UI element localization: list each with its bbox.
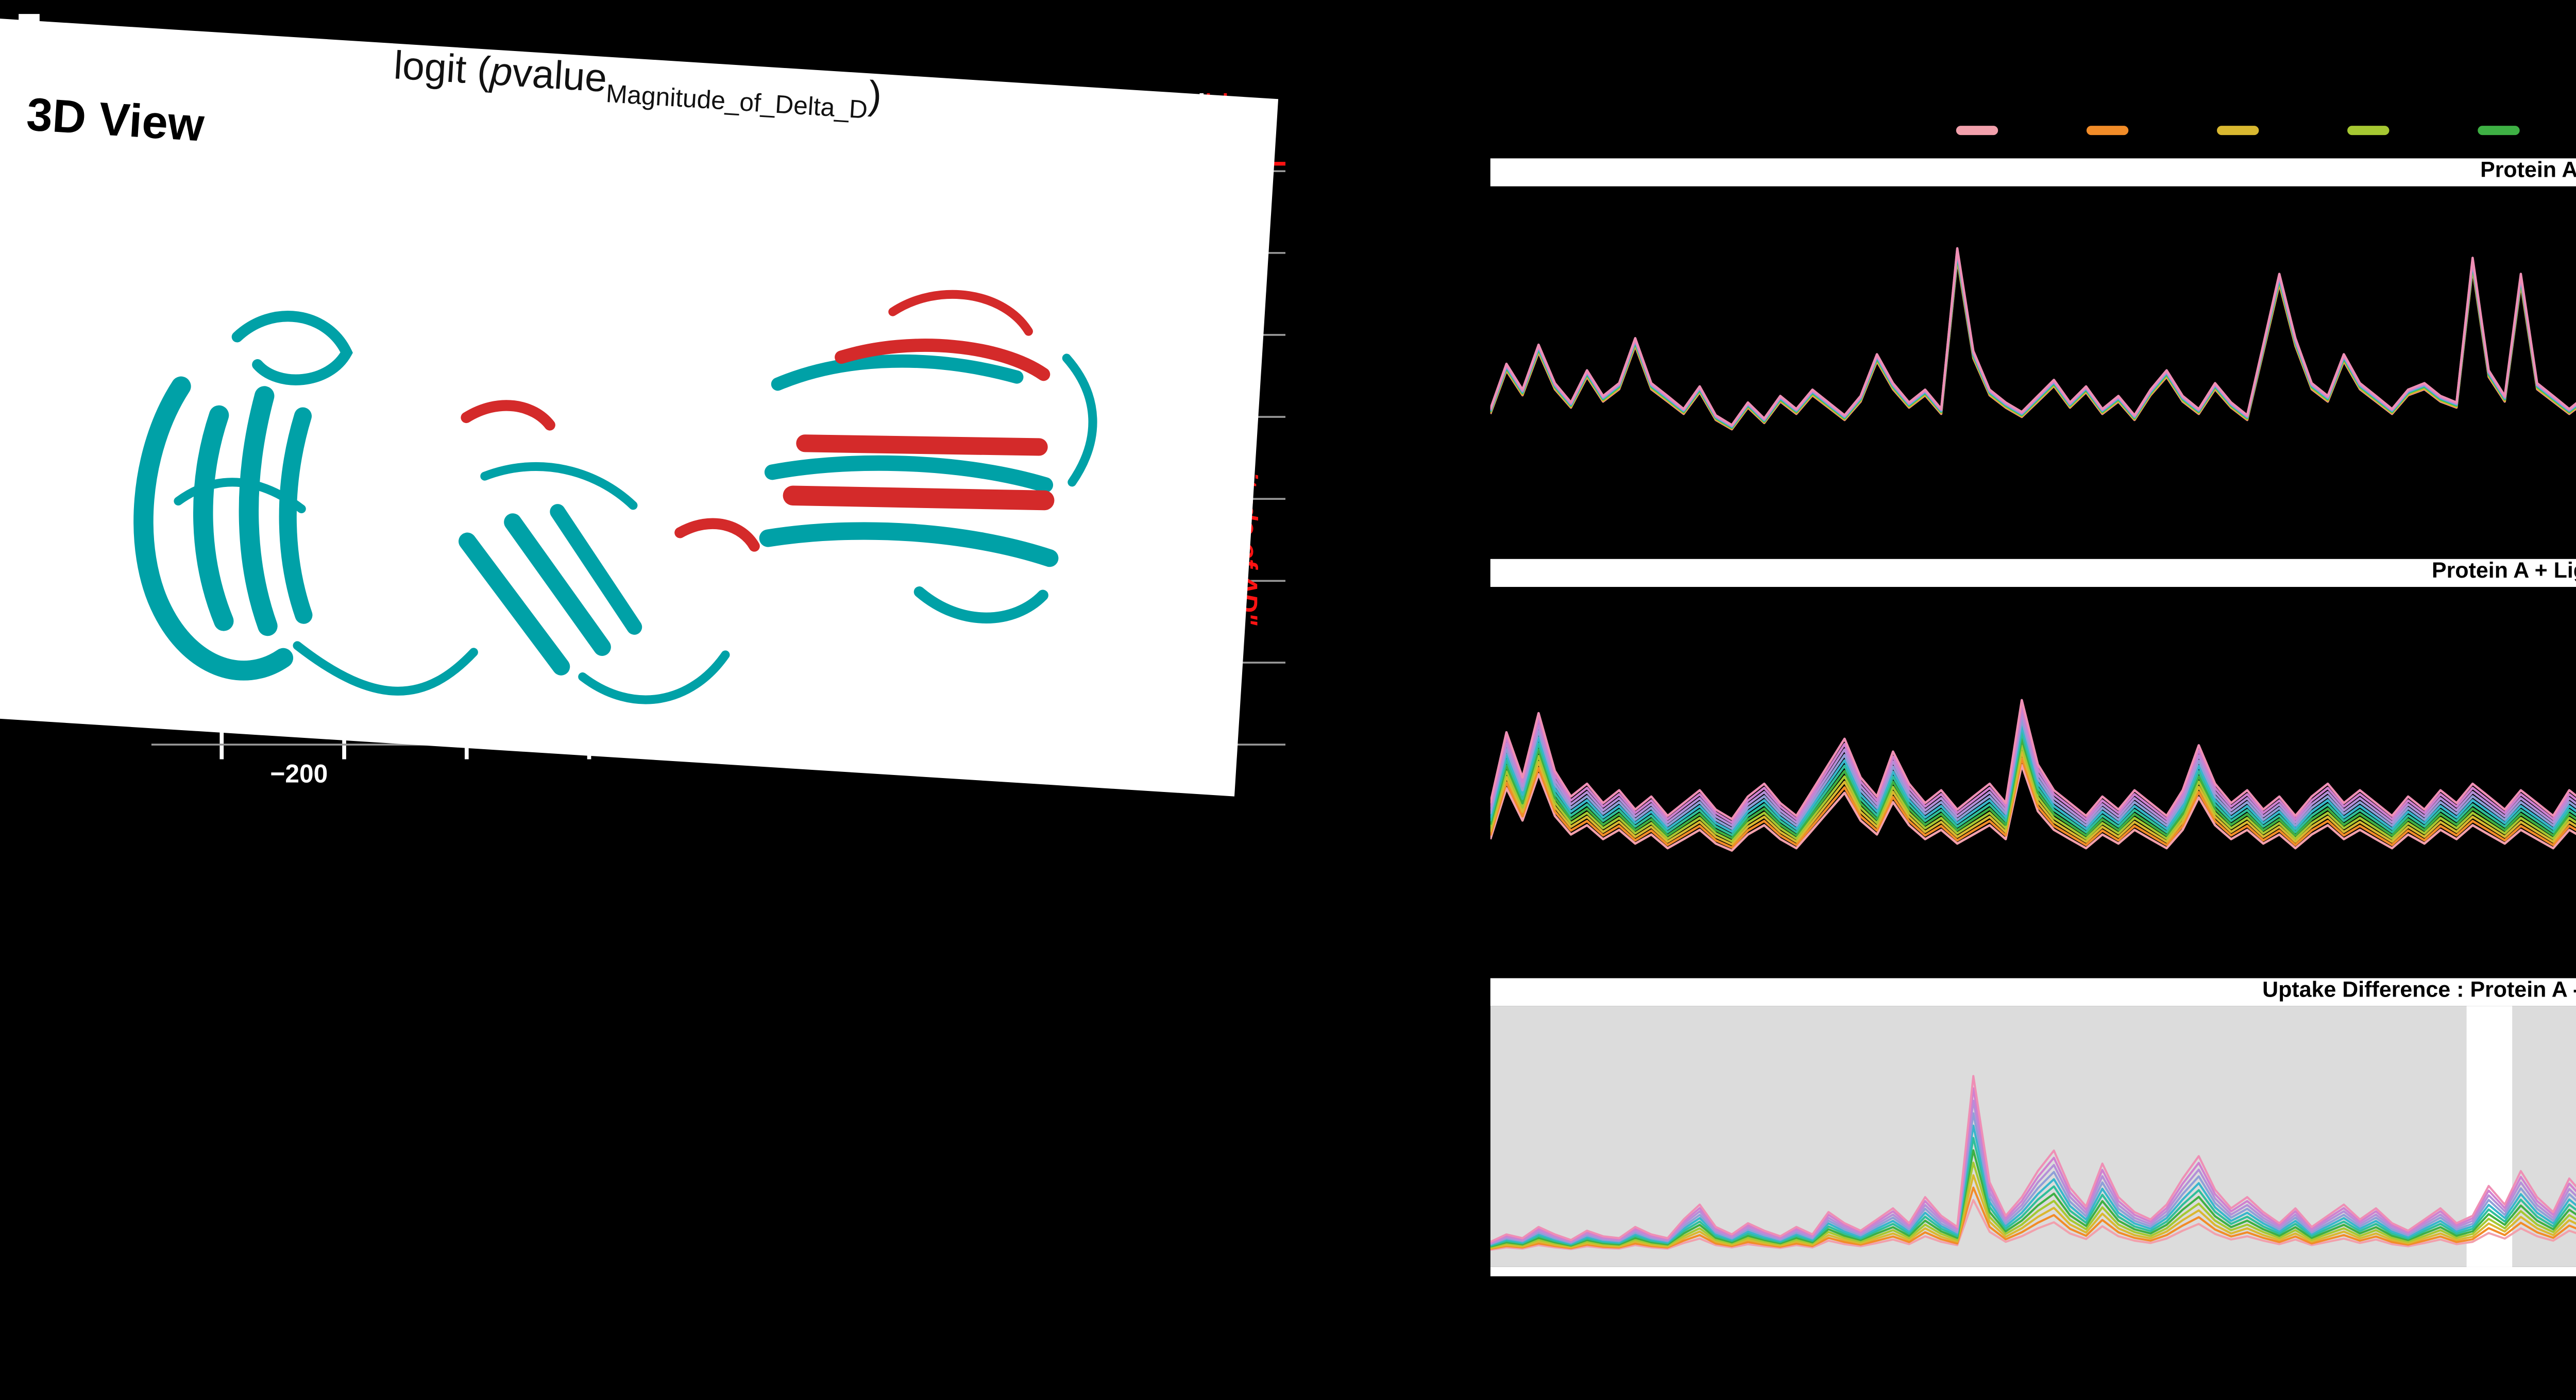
legend-swatch <box>2478 126 2520 136</box>
legend-swatch <box>2217 126 2259 136</box>
legend-swatch <box>2347 126 2389 136</box>
panel-title-text: Uptake Difference : Protein A - (Protein… <box>2262 978 2576 1004</box>
protein-ribbon <box>133 290 1097 704</box>
panel-title-protein-a-ligand: Protein A + Ligand <box>1490 559 2576 587</box>
xlabel-suffix: ) <box>867 73 883 119</box>
xlabel-prefix: logit ( <box>392 43 492 94</box>
x-axis-tick-minus200: −200 <box>270 762 328 790</box>
legend-swatch <box>1956 126 1998 136</box>
uptake-chart-protein-a-ligand <box>1490 699 2576 852</box>
timepoint-legend <box>1956 126 2576 140</box>
view-3d-panel: logit (pvalueMagnitude_of_Delta_D) 3D Vi… <box>0 19 1279 797</box>
panel-title-text: Protein A + Ligand <box>2432 559 2576 585</box>
view-3d-title: 3D View <box>25 90 206 153</box>
xlabel-main: value <box>511 50 608 102</box>
panel-title-uptake-difference: Uptake Difference : Protein A - (Protein… <box>1490 978 2576 1006</box>
panel-title-protein-a: Protein A <box>1490 158 2576 187</box>
xlabel-subscript: Magnitude_of_Delta_D <box>605 81 869 126</box>
panel-title-text: Protein A <box>2480 158 2576 184</box>
protein-structure-3d[interactable] <box>15 157 1211 769</box>
xlabel-p-italic: p <box>489 49 514 95</box>
legend-swatch <box>2086 126 2129 136</box>
uptake-difference-chart <box>1490 1006 2576 1276</box>
uptake-chart-protein-a <box>1490 247 2576 431</box>
